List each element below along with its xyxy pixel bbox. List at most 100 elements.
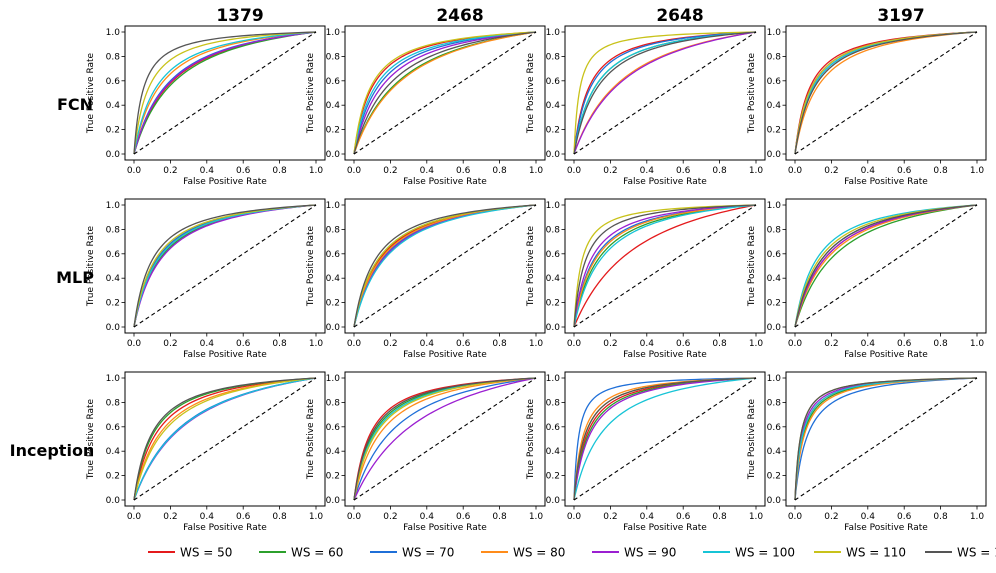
x-tick-label: 0.4 [200, 339, 215, 349]
y-tick-label: 0.8 [326, 52, 341, 62]
x-tick-label: 0.4 [420, 339, 435, 349]
roc-curve-ws100 [794, 31, 978, 155]
y-axis-label: True Positive Rate [526, 225, 536, 307]
roc-curve-ws120 [353, 377, 537, 501]
x-tick-label: 1.0 [529, 166, 544, 176]
x-tick-label: 0.6 [456, 339, 471, 349]
y-tick-label: 1.0 [546, 201, 561, 211]
panel-inception-3197: 0.0 0.0 0.2 0.2 0.4 0.4 0.6 0.6 0.8 0.8 1.0 1.0 Fals… [747, 371, 987, 533]
roc-curve-ws110 [573, 204, 757, 328]
x-axis-label: False Positive Rate [623, 350, 707, 360]
x-tick-label: 0.6 [456, 512, 471, 522]
y-tick-label: 0.0 [546, 323, 561, 333]
roc-curve-ws120 [133, 204, 317, 328]
y-tick-label: 0.8 [767, 398, 782, 408]
y-tick-label: 0.4 [767, 101, 782, 111]
roc-curve-ws50 [573, 204, 757, 328]
x-tick-label: 0.6 [236, 512, 251, 522]
legend-item: WS = 60 [259, 546, 343, 560]
x-tick-label: 0.4 [640, 339, 655, 349]
x-tick-label: 0.0 [347, 166, 362, 176]
y-tick-label: 1.0 [767, 28, 782, 38]
row-titles: FCN MLP Inception [10, 95, 95, 460]
panel-fcn-2648: 0.0 0.0 0.2 0.2 0.4 0.4 0.6 0.6 0.8 0.8 1.0 1.0 Fals… [526, 25, 766, 187]
y-tick-label: 0.2 [326, 472, 340, 482]
legend: WS = 50 WS = 60 WS = 70 WS = 80 WS = 90 WS = … [148, 546, 996, 560]
panel-inception-2648: 0.0 0.0 0.2 0.2 0.4 0.4 0.6 0.6 0.8 0.8 1.0 1.0 Fals… [526, 371, 766, 533]
roc-curve-ws100 [353, 31, 537, 155]
y-tick-label: 0.6 [546, 423, 561, 433]
x-tick-label: 0.2 [824, 339, 838, 349]
legend-label: WS = 120 [957, 546, 996, 560]
x-tick-label: 1.0 [309, 166, 324, 176]
legend-item: WS = 50 [148, 546, 232, 560]
roc-curve-ws70 [794, 377, 978, 501]
x-tick-label: 0.4 [640, 512, 655, 522]
y-tick-label: 0.2 [767, 126, 781, 136]
y-tick-label: 1.0 [767, 201, 782, 211]
x-tick-label: 0.2 [603, 166, 617, 176]
x-tick-label: 0.4 [200, 512, 215, 522]
y-tick-label: 0.8 [767, 52, 782, 62]
x-axis-label: False Positive Rate [183, 523, 267, 533]
x-tick-label: 0.6 [676, 512, 691, 522]
y-tick-label: 1.0 [326, 28, 341, 38]
x-tick-label: 0.0 [127, 512, 142, 522]
y-tick-label: 0.4 [106, 274, 121, 284]
x-tick-label: 0.0 [347, 339, 362, 349]
chance-diagonal [133, 31, 317, 155]
y-tick-label: 0.0 [767, 323, 782, 333]
x-tick-label: 0.6 [676, 339, 691, 349]
x-tick-label: 0.6 [897, 512, 912, 522]
y-tick-label: 0.2 [546, 126, 560, 136]
x-axis-label: False Positive Rate [183, 350, 267, 360]
x-tick-label: 0.0 [788, 166, 803, 176]
roc-curve-ws120 [573, 31, 757, 155]
y-tick-label: 0.8 [106, 398, 121, 408]
y-tick-label: 1.0 [326, 201, 341, 211]
legend-label: WS = 90 [624, 546, 676, 560]
roc-curve-ws50 [133, 377, 317, 501]
legend-item: WS = 70 [370, 546, 454, 560]
y-tick-label: 0.2 [106, 126, 120, 136]
roc-curve-ws110 [573, 31, 757, 155]
y-tick-label: 0.8 [326, 398, 341, 408]
y-tick-label: 0.4 [767, 274, 782, 284]
roc-curve-ws100 [353, 204, 537, 328]
x-tick-label: 0.6 [456, 166, 471, 176]
x-tick-label: 0.8 [712, 339, 727, 349]
x-tick-label: 0.8 [272, 512, 287, 522]
y-tick-label: 0.0 [326, 150, 341, 160]
x-tick-label: 0.2 [383, 512, 397, 522]
y-axis-label: True Positive Rate [747, 52, 757, 134]
roc-curve-ws100 [133, 204, 317, 328]
roc-curve-ws80 [133, 204, 317, 328]
roc-curve-ws100 [794, 204, 978, 328]
chance-diagonal [573, 204, 757, 328]
y-tick-label: 1.0 [546, 374, 561, 384]
x-tick-label: 0.8 [492, 339, 507, 349]
y-tick-label: 0.2 [546, 472, 560, 482]
x-tick-label: 0.8 [933, 512, 948, 522]
roc-curve-ws120 [353, 31, 537, 155]
y-tick-label: 0.8 [326, 225, 341, 235]
y-tick-label: 1.0 [326, 374, 341, 384]
x-axis-label: False Positive Rate [623, 523, 707, 533]
x-tick-label: 0.2 [824, 166, 838, 176]
roc-curve-ws70 [573, 31, 757, 155]
row-title-fcn: FCN [57, 95, 93, 114]
x-tick-label: 0.0 [788, 339, 803, 349]
roc-curve-ws120 [794, 204, 978, 328]
chance-diagonal [573, 377, 757, 501]
chance-diagonal [794, 377, 978, 501]
roc-curve-ws50 [573, 31, 757, 155]
roc-curve-ws90 [353, 377, 537, 501]
y-tick-label: 0.6 [546, 77, 561, 87]
x-tick-label: 0.8 [933, 339, 948, 349]
legend-label: WS = 70 [402, 546, 454, 560]
x-tick-label: 0.0 [567, 166, 582, 176]
x-tick-label: 0.4 [640, 166, 655, 176]
x-tick-label: 1.0 [970, 339, 985, 349]
roc-curve-ws100 [133, 377, 317, 501]
x-tick-label: 1.0 [309, 339, 324, 349]
